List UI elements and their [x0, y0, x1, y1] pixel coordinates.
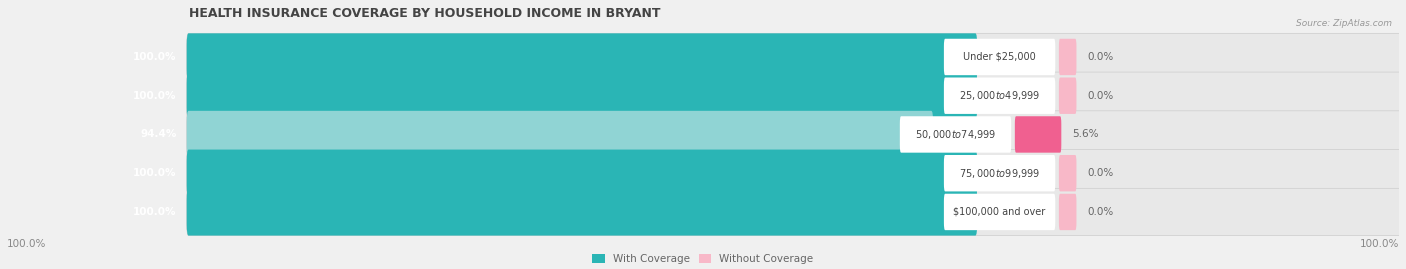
FancyBboxPatch shape [1059, 155, 1077, 192]
FancyBboxPatch shape [187, 150, 977, 197]
FancyBboxPatch shape [1015, 116, 1062, 153]
FancyBboxPatch shape [187, 72, 1400, 119]
FancyBboxPatch shape [187, 188, 1400, 236]
FancyBboxPatch shape [187, 33, 1400, 81]
Text: $50,000 to $74,999: $50,000 to $74,999 [915, 128, 995, 141]
FancyBboxPatch shape [187, 72, 977, 119]
FancyBboxPatch shape [943, 194, 1056, 230]
Text: 0.0%: 0.0% [1087, 91, 1114, 101]
FancyBboxPatch shape [187, 111, 1400, 158]
Text: 100.0%: 100.0% [134, 91, 176, 101]
Text: $25,000 to $49,999: $25,000 to $49,999 [959, 89, 1040, 102]
Text: 100.0%: 100.0% [134, 52, 176, 62]
FancyBboxPatch shape [187, 150, 1400, 197]
Text: 5.6%: 5.6% [1073, 129, 1098, 139]
FancyBboxPatch shape [187, 188, 977, 236]
FancyBboxPatch shape [943, 77, 1056, 114]
Text: Under $25,000: Under $25,000 [963, 52, 1036, 62]
Text: 100.0%: 100.0% [134, 207, 176, 217]
Text: 100.0%: 100.0% [7, 239, 46, 249]
Text: 94.4%: 94.4% [141, 129, 176, 139]
FancyBboxPatch shape [943, 39, 1056, 75]
Legend: With Coverage, Without Coverage: With Coverage, Without Coverage [592, 254, 814, 264]
Text: HEALTH INSURANCE COVERAGE BY HOUSEHOLD INCOME IN BRYANT: HEALTH INSURANCE COVERAGE BY HOUSEHOLD I… [188, 7, 659, 20]
FancyBboxPatch shape [943, 155, 1056, 192]
Text: $75,000 to $99,999: $75,000 to $99,999 [959, 167, 1040, 180]
FancyBboxPatch shape [900, 116, 1011, 153]
Text: 0.0%: 0.0% [1087, 52, 1114, 62]
Text: Source: ZipAtlas.com: Source: ZipAtlas.com [1296, 19, 1392, 28]
Text: $100,000 and over: $100,000 and over [953, 207, 1046, 217]
Text: 100.0%: 100.0% [1360, 239, 1399, 249]
FancyBboxPatch shape [1059, 77, 1077, 114]
FancyBboxPatch shape [1059, 194, 1077, 230]
Text: 0.0%: 0.0% [1087, 168, 1114, 178]
FancyBboxPatch shape [187, 33, 977, 81]
FancyBboxPatch shape [187, 111, 934, 158]
Text: 0.0%: 0.0% [1087, 207, 1114, 217]
FancyBboxPatch shape [1059, 39, 1077, 75]
Text: 100.0%: 100.0% [134, 168, 176, 178]
